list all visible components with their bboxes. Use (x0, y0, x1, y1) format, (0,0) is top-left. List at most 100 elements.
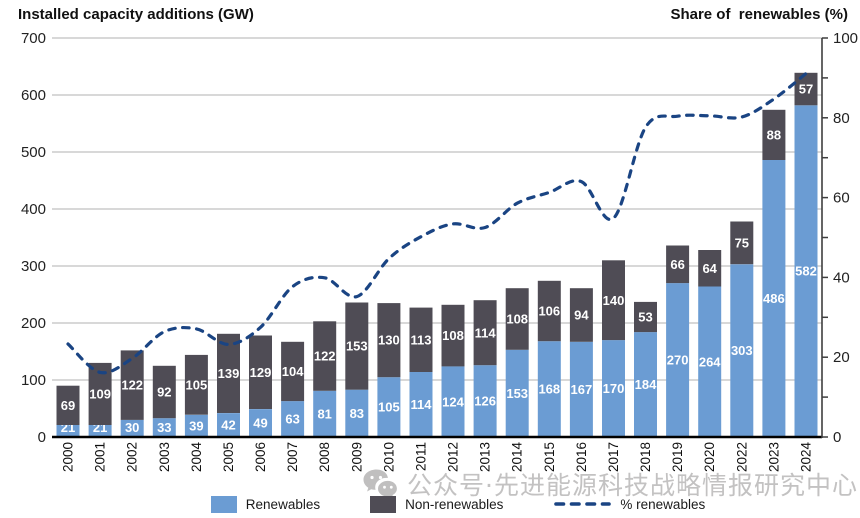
bar-value-label: 42 (221, 418, 235, 433)
bar-segment-non-renewables (666, 245, 690, 284)
bar-segment-non-renewables (152, 365, 176, 419)
bar-value-label: 582 (795, 264, 817, 279)
right-axis-tick-label: 60 (833, 190, 850, 207)
bar-segment-non-renewables (120, 350, 144, 420)
x-axis-label: 2003 (157, 442, 172, 472)
bar-segment-renewables (441, 366, 465, 437)
x-axis-label: 2006 (253, 442, 268, 472)
x-axis-label: 2019 (670, 442, 685, 472)
bar-value-label: 83 (350, 406, 364, 421)
bar-value-label: 140 (603, 293, 625, 308)
bar-value-label: 105 (186, 377, 208, 392)
bar-value-label: 129 (250, 365, 272, 380)
x-axis-label: 2015 (542, 442, 557, 472)
bar-segment-non-renewables (377, 303, 401, 378)
bar-segment-non-renewables (698, 250, 722, 287)
bar-value-label: 153 (346, 339, 368, 354)
legend-item-pct-renewables: % renewables (553, 497, 705, 512)
x-axis-label: 2022 (734, 442, 749, 472)
bar-segment-renewables (281, 401, 305, 437)
bar-segment-non-renewables (409, 307, 433, 372)
bar-value-label: 113 (411, 332, 432, 347)
bar-value-label: 108 (442, 328, 464, 343)
bar-segment-non-renewables (281, 341, 305, 402)
bar-segment-renewables (698, 286, 722, 437)
bar-value-label: 64 (702, 261, 717, 276)
legend-item-renewables: Renewables (210, 495, 321, 513)
bar-value-label: 39 (189, 419, 203, 434)
bar-segment-non-renewables (345, 302, 369, 390)
bar-segment-non-renewables (184, 354, 208, 415)
bar-segment-non-renewables (56, 385, 80, 425)
renewables-swatch (210, 495, 237, 513)
bar-segment-renewables (634, 332, 657, 437)
left-axis-tick-label: 100 (21, 372, 46, 389)
x-axis-label: 2001 (93, 442, 108, 472)
bar-value-label: 486 (763, 291, 785, 306)
x-axis-label: 2023 (766, 442, 781, 472)
x-axis-label: 2011 (414, 442, 429, 471)
bar-segment-renewables (569, 341, 593, 437)
right-axis-tick-label: 80 (833, 110, 850, 127)
bar-segment-non-renewables (569, 288, 593, 342)
right-axis-tick-label: 100 (833, 30, 858, 47)
bar-value-label: 303 (731, 343, 753, 358)
bar-value-label: 30 (125, 420, 139, 435)
bar-value-label: 114 (411, 397, 433, 412)
right-axis-tick-label: 0 (833, 429, 841, 446)
bar-segment-non-renewables (762, 109, 786, 160)
bar-segment-renewables (505, 349, 529, 437)
bar-segment-renewables (345, 389, 369, 437)
bar-segment-non-renewables (217, 333, 240, 413)
bar-segment-renewables (473, 365, 497, 437)
bar-segment-non-renewables (441, 304, 465, 367)
bar-value-label: 75 (735, 236, 749, 251)
bar-segment-renewables (184, 414, 208, 437)
bar-value-label: 109 (89, 387, 111, 402)
bar-value-label: 104 (282, 364, 304, 379)
legend-label-renewables: Renewables (245, 496, 321, 512)
bar-value-label: 57 (799, 82, 813, 97)
bar-value-label: 53 (638, 310, 652, 325)
bar-value-label: 122 (121, 378, 143, 393)
x-axis-label: 2010 (381, 442, 396, 472)
left-axis-tick-label: 400 (21, 201, 46, 218)
legend-label-non-renewables: Non-renewables (405, 496, 504, 512)
left-axis-tick-label: 700 (21, 30, 46, 47)
bar-segment-renewables (120, 419, 144, 437)
legend-label-pct-renewables: % renewables (620, 496, 706, 512)
bar-value-label: 139 (218, 366, 240, 381)
bar-segment-renewables (602, 340, 625, 437)
right-axis-tick-label: 40 (833, 269, 850, 286)
bar-value-label: 270 (667, 353, 689, 368)
x-axis-label: 2013 (478, 442, 493, 472)
left-axis-tick-label: 600 (21, 87, 46, 104)
right-axis-title: Share of renewables (%) (670, 6, 848, 23)
bar-segment-renewables (152, 418, 176, 437)
x-axis-label: 2005 (221, 442, 236, 472)
x-axis-label: 2008 (317, 442, 332, 472)
bar-value-label: 130 (378, 333, 400, 348)
x-axis-label: 2004 (189, 442, 204, 473)
bar-value-label: 94 (574, 308, 589, 323)
dashed-line-swatch (554, 502, 612, 506)
bar-segment-non-renewables (473, 300, 497, 366)
bar-segment-non-renewables (537, 280, 561, 342)
bar-value-label: 66 (670, 257, 684, 272)
bar-value-label: 170 (603, 381, 625, 396)
bar-segment-non-renewables (602, 260, 625, 341)
bar-segment-renewables (730, 264, 754, 437)
pct-renewables-line (66, 71, 808, 375)
bar-value-label: 49 (253, 416, 267, 431)
bar-value-label: 88 (767, 128, 781, 143)
x-axis-label: 2018 (638, 442, 653, 472)
bar-value-label: 106 (538, 304, 560, 319)
bar-segment-non-renewables (730, 221, 754, 265)
bar-segment-renewables (794, 105, 818, 438)
x-axis-label: 2017 (606, 442, 621, 472)
bar-segment-renewables (56, 425, 80, 437)
bar-segment-non-renewables (505, 288, 529, 350)
left-axis-title: Installed capacity additions (GW) (18, 6, 254, 23)
bar-value-label: 126 (474, 394, 496, 409)
